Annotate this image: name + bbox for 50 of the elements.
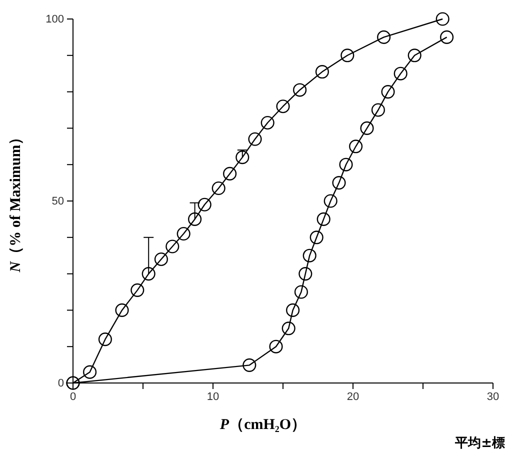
point <box>371 103 385 117</box>
point <box>408 48 422 62</box>
point <box>142 267 156 281</box>
point <box>276 100 290 114</box>
point <box>242 358 256 372</box>
y-tick-label: 100 <box>46 14 64 26</box>
point <box>310 230 324 244</box>
point <box>269 340 283 354</box>
point <box>324 194 338 208</box>
point <box>440 30 454 44</box>
point <box>294 285 308 299</box>
point <box>248 132 262 146</box>
point <box>332 176 346 190</box>
x-tick-label: 0 <box>70 390 76 403</box>
point <box>115 303 129 317</box>
point <box>377 30 391 44</box>
point <box>83 365 97 379</box>
x-axis-title: P（cmH₂O） <box>220 417 306 433</box>
point <box>286 303 300 317</box>
point <box>212 181 226 196</box>
point <box>176 226 190 241</box>
point <box>282 322 296 336</box>
x-tick-label: 30 <box>486 390 500 403</box>
point <box>154 252 168 266</box>
point <box>98 332 112 346</box>
point <box>360 121 374 135</box>
point <box>315 65 329 79</box>
point <box>198 198 212 212</box>
y-axis-title: N（% of Maximum） <box>8 130 24 274</box>
point <box>436 12 450 26</box>
point <box>166 240 180 254</box>
x-tick-label: 20 <box>346 390 360 403</box>
point <box>316 212 330 226</box>
point <box>302 248 316 262</box>
text: 平均±標 <box>454 436 505 451</box>
point <box>381 85 395 99</box>
point <box>298 267 312 281</box>
x-tick-label: 10 <box>206 390 220 403</box>
point <box>236 150 250 164</box>
point <box>188 212 202 226</box>
y-tick-label: 0 <box>58 378 64 390</box>
point <box>340 48 354 62</box>
point <box>339 158 353 172</box>
point <box>293 83 307 97</box>
point <box>223 166 237 180</box>
y-tick-label: 50 <box>52 196 64 208</box>
point <box>394 66 408 80</box>
point <box>349 140 363 154</box>
point <box>130 283 144 297</box>
point <box>260 116 274 130</box>
